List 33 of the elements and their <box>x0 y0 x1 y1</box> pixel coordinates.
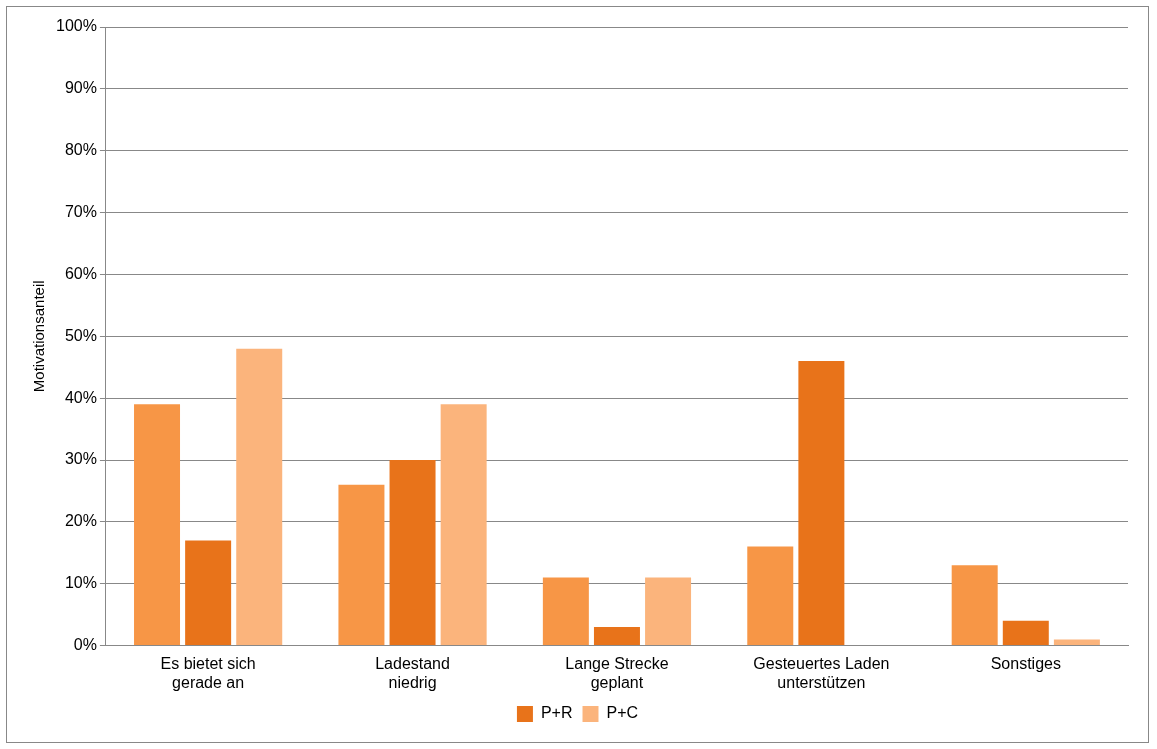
bar <box>798 361 845 646</box>
y-tick-label: 90% <box>64 79 97 97</box>
y-tick-label: 10% <box>64 574 97 592</box>
bar <box>747 546 794 646</box>
y-tick-label: 60% <box>64 264 97 282</box>
x-tick-label: Sonstiges <box>990 654 1061 672</box>
y-axis-title: Motivationsanteil <box>30 280 48 393</box>
bar <box>440 404 487 646</box>
x-tick-label: Es bietet sich gerade an <box>160 654 256 691</box>
y-tick-label: 40% <box>64 388 97 406</box>
bar <box>951 565 998 646</box>
bar <box>645 577 692 646</box>
y-tick-label: 30% <box>64 450 97 468</box>
bar <box>134 404 181 646</box>
x-tick-label: Lange Strecke geplant <box>565 654 669 691</box>
y-tick-label: 70% <box>64 202 97 220</box>
bar <box>338 484 385 646</box>
bar <box>389 460 436 646</box>
bar <box>593 627 640 646</box>
bar <box>236 348 283 646</box>
y-tick-label: 50% <box>64 326 97 344</box>
x-tick-label: Gesteuertes Laden unterstützen <box>753 654 890 691</box>
bar <box>1002 620 1049 646</box>
y-tick-label: 0% <box>73 636 97 654</box>
legend-label: P+R <box>540 704 573 722</box>
bar <box>542 577 589 646</box>
bar <box>185 540 232 646</box>
y-tick-label: 80% <box>64 141 97 159</box>
y-tick-label: 20% <box>64 512 97 530</box>
legend-label: P+C <box>606 704 639 722</box>
y-tick-label: 100% <box>56 17 97 35</box>
x-tick-label: Ladestand niedrig <box>375 654 450 691</box>
bar <box>1053 639 1100 646</box>
